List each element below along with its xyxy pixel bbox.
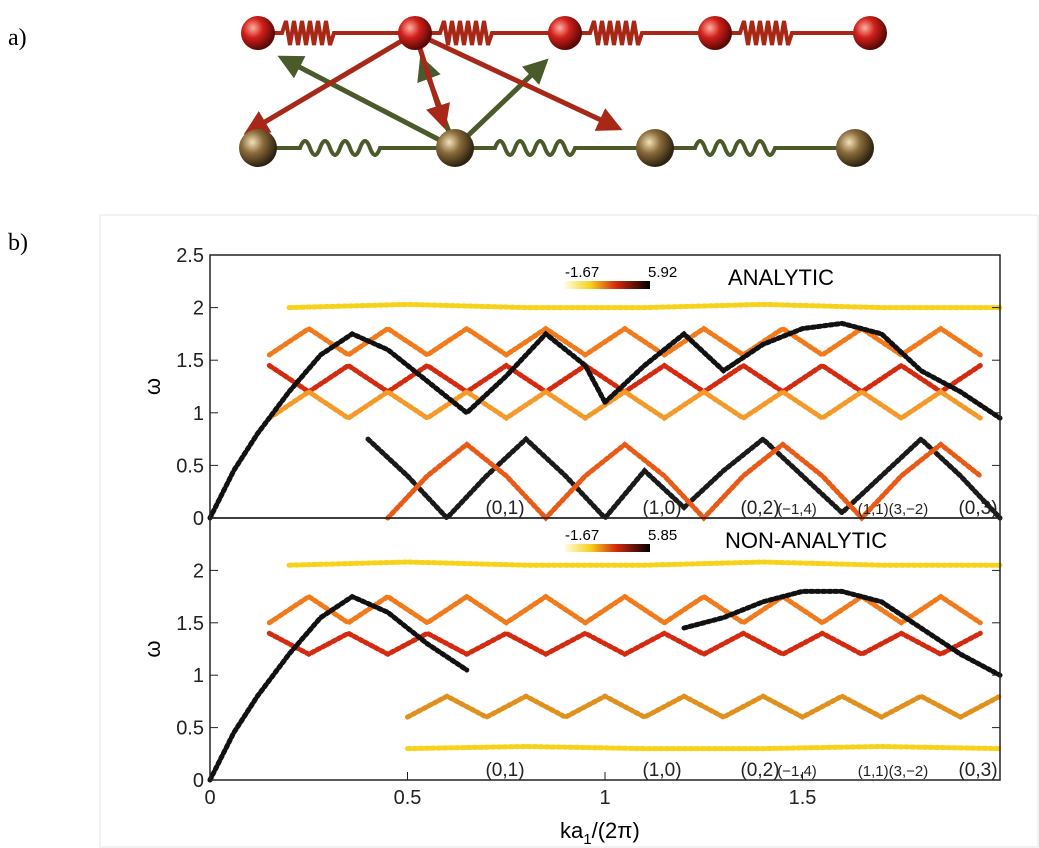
dispersion-branch	[602, 320, 1003, 421]
mode-label: (0,1)	[485, 498, 524, 519]
dispersion-branch	[365, 435, 1003, 522]
plots: 0 0.5 1 1.5 2 2.5 ω ANALYTIC -1.67 5.92 (0,1) (1,0)…	[140, 245, 1003, 848]
colorbar-min: -1.67	[565, 527, 599, 544]
x-tick-label: 1.5	[789, 787, 817, 809]
colorbar	[565, 281, 650, 289]
mode-label: (0,3)	[958, 498, 997, 519]
mode-label: (1,0)	[642, 498, 681, 519]
axes-box	[209, 517, 1001, 781]
y-tick-label: 0	[193, 508, 204, 530]
dispersion-branch	[266, 630, 983, 658]
y-tick-label: 2	[193, 560, 204, 582]
mode-label: (1,0)	[642, 760, 681, 781]
y-tick-label: 1.5	[176, 350, 204, 372]
y-tick-label: 0.5	[176, 718, 204, 740]
mode-label: (0,2)	[740, 498, 779, 519]
x-axis-label: ka1/(2π)	[560, 818, 640, 848]
colorbar-max: 5.85	[648, 527, 677, 544]
dispersion-branch	[385, 441, 983, 522]
colorbar-max: 5.92	[648, 264, 677, 281]
dispersion-branch	[266, 388, 983, 422]
y-tick-label: 0.5	[176, 455, 204, 477]
y-tick-label: 1.5	[176, 613, 204, 635]
panel-label: a)	[8, 25, 27, 51]
x-axis-label-part: 1	[583, 831, 591, 848]
mode-label: (1,1)(3,−2)	[858, 501, 928, 518]
x-tick-label: 0.5	[394, 787, 422, 809]
mode-label: (−1,4)	[777, 763, 817, 780]
dispersion-branch	[207, 593, 470, 783]
y-tick-label: 1	[193, 665, 204, 687]
dispersion-branch	[207, 330, 608, 521]
dispersion-branch	[681, 588, 1003, 678]
y-axis-label: ω	[140, 378, 165, 395]
brown-atoms	[239, 129, 874, 167]
panel-title: ANALYTIC	[728, 265, 834, 290]
panel-frame	[99, 214, 1039, 848]
red-atoms	[241, 16, 887, 50]
y-axis-label: ω	[140, 640, 165, 657]
mode-label: (0,3)	[958, 760, 997, 781]
chain-diagram	[239, 16, 887, 167]
x-tick-label: 0	[204, 787, 215, 809]
panel-title: NON-ANALYTIC	[725, 528, 887, 553]
y-tick-label: 1	[193, 403, 204, 425]
dispersion-branch	[266, 362, 983, 395]
mode-label: (0,2)	[740, 760, 779, 781]
red-springs	[258, 20, 870, 46]
colorbar	[565, 544, 650, 552]
mode-label: (−1,4)	[777, 501, 817, 518]
dispersion-branch	[405, 693, 1003, 720]
x-axis-label-part: /(2π)	[592, 818, 640, 843]
coupling-arrows	[243, 30, 623, 151]
y-tick-label: 2.5	[176, 245, 204, 267]
colorbar-min: -1.67	[565, 264, 599, 281]
dispersion-branch	[286, 301, 1003, 311]
x-axis-label-part: ka	[560, 818, 584, 843]
green-springs	[258, 139, 855, 157]
x-tick-label: 1	[599, 787, 610, 809]
dispersion-branch	[286, 559, 1003, 568]
mode-label: (1,1)(3,−2)	[858, 763, 928, 780]
mode-label: (0,1)	[485, 760, 524, 781]
dispersion-branch	[405, 743, 1003, 752]
panel-label: b)	[8, 230, 28, 256]
y-tick-label: 2	[193, 298, 204, 320]
y-tick-label: 0	[193, 770, 204, 792]
